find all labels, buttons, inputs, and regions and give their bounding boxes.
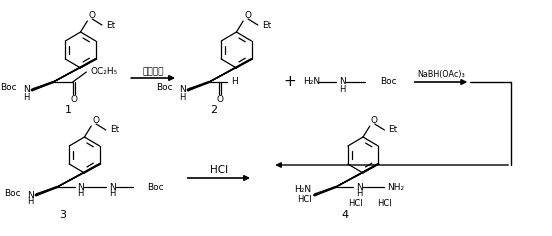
Text: HCl: HCl xyxy=(377,198,392,207)
Text: Boc: Boc xyxy=(4,189,21,198)
Text: 3: 3 xyxy=(60,210,66,220)
Polygon shape xyxy=(57,164,100,187)
Text: Boc: Boc xyxy=(1,84,17,93)
Text: HCl: HCl xyxy=(297,195,311,205)
Text: O: O xyxy=(216,94,224,104)
Text: O: O xyxy=(92,116,99,125)
Text: Boc: Boc xyxy=(147,182,163,191)
Text: H: H xyxy=(339,84,345,93)
Text: N: N xyxy=(356,182,363,191)
Text: H₂N: H₂N xyxy=(302,77,320,87)
Text: NH₂: NH₂ xyxy=(388,182,405,191)
Text: O: O xyxy=(88,11,95,20)
Text: H: H xyxy=(78,190,84,198)
Text: HCl: HCl xyxy=(348,198,363,207)
Text: O: O xyxy=(70,94,77,104)
Text: H: H xyxy=(356,190,363,198)
Text: Et: Et xyxy=(262,21,271,30)
Text: 4: 4 xyxy=(342,210,349,220)
Text: N: N xyxy=(78,182,84,191)
Text: O: O xyxy=(244,11,251,20)
Text: N: N xyxy=(339,77,346,87)
Text: H: H xyxy=(24,93,30,101)
Text: N: N xyxy=(23,85,30,94)
Text: N: N xyxy=(179,85,185,94)
Text: H₂N: H₂N xyxy=(294,185,311,194)
Polygon shape xyxy=(336,164,379,187)
Text: H: H xyxy=(109,190,115,198)
Text: OC₂H₅: OC₂H₅ xyxy=(91,67,118,76)
Text: 红铝试剂: 红铝试剂 xyxy=(143,67,164,76)
Text: Et: Et xyxy=(106,21,115,30)
Text: Boc: Boc xyxy=(380,76,397,85)
Text: Et: Et xyxy=(389,126,397,135)
Text: NaBH(OAc)₃: NaBH(OAc)₃ xyxy=(417,71,465,80)
Polygon shape xyxy=(53,59,97,82)
Text: Et: Et xyxy=(110,126,119,135)
Text: N: N xyxy=(109,182,115,191)
Text: N: N xyxy=(27,190,34,199)
Text: 2: 2 xyxy=(210,105,217,115)
Text: O: O xyxy=(371,116,378,125)
Text: H: H xyxy=(179,93,185,101)
Text: 1: 1 xyxy=(65,105,71,115)
Text: Boc: Boc xyxy=(156,84,173,93)
Text: H: H xyxy=(231,77,238,87)
Text: +: + xyxy=(284,75,296,89)
Text: HCl: HCl xyxy=(210,165,228,175)
Polygon shape xyxy=(209,59,253,82)
Text: H: H xyxy=(28,198,34,206)
